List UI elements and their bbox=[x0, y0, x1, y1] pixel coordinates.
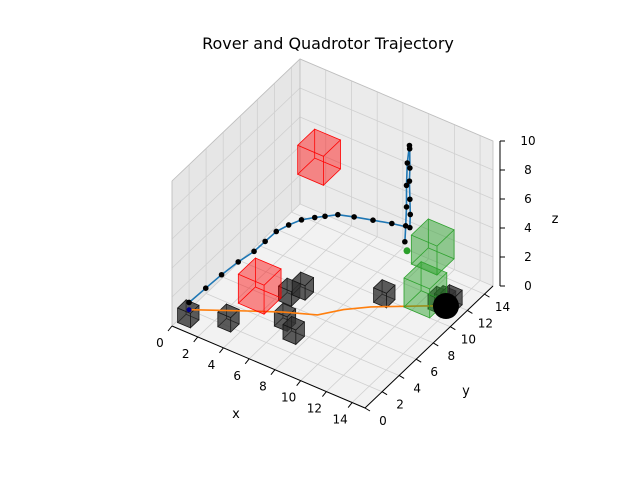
quadrotor-waypoint bbox=[407, 196, 413, 203]
x-tick-mark bbox=[322, 391, 327, 397]
quadrotor-waypoint bbox=[351, 214, 357, 220]
y-tick-mark bbox=[450, 326, 456, 331]
quadrotor-waypoint bbox=[273, 228, 280, 235]
quadrotor-waypoint bbox=[403, 204, 410, 210]
x-tick-mark bbox=[167, 325, 173, 332]
cube-face bbox=[403, 261, 448, 290]
y-tick-mark bbox=[398, 375, 405, 379]
chart-title: Rover and Quadrotor Trajectory bbox=[202, 34, 454, 53]
rover-goal-marker bbox=[432, 293, 459, 319]
rover-path bbox=[189, 305, 458, 316]
ground-obstacle bbox=[372, 278, 396, 309]
cube-face bbox=[291, 271, 315, 287]
z-tick-label: 2 bbox=[524, 250, 532, 264]
cube-face bbox=[372, 279, 396, 294]
air-obstacle bbox=[297, 128, 342, 187]
y-tick-label: 4 bbox=[413, 381, 421, 395]
cube-face bbox=[297, 128, 342, 157]
quadrotor-waypoint bbox=[262, 238, 268, 245]
quadrotor-waypoint bbox=[335, 211, 341, 218]
x-tick-label: 0 bbox=[156, 336, 164, 350]
x-tick-mark bbox=[244, 358, 250, 365]
x-tick-mark bbox=[219, 347, 224, 354]
quadrotor-waypoint bbox=[370, 217, 376, 223]
quadrotor-waypoint bbox=[402, 222, 409, 229]
z-tick-label: 0 bbox=[524, 279, 532, 293]
x-tick-mark bbox=[270, 369, 276, 376]
quadrotor-waypoint bbox=[404, 160, 411, 166]
x-tick-label: 8 bbox=[259, 380, 267, 394]
x-tick-label: 12 bbox=[307, 402, 322, 416]
x-axis-label: x bbox=[232, 407, 240, 422]
air-obstacle bbox=[237, 257, 282, 316]
quadrotor-waypoint bbox=[251, 248, 257, 255]
quadrotor-waypoint bbox=[311, 214, 318, 221]
y-tick-label: 2 bbox=[396, 398, 404, 412]
x-tick-label: 4 bbox=[208, 358, 216, 372]
rover-start-point bbox=[186, 307, 192, 313]
quadrotor-waypoint bbox=[298, 217, 305, 223]
y-tick-label: 6 bbox=[430, 365, 438, 379]
z-tick-label: 4 bbox=[524, 221, 532, 235]
side-pane bbox=[172, 59, 300, 326]
floor-pane bbox=[172, 204, 493, 408]
x-tick-mark bbox=[193, 336, 199, 343]
z-tick-label: 6 bbox=[524, 192, 532, 206]
ground-obstacle bbox=[282, 315, 306, 346]
y-tick-mark bbox=[484, 293, 490, 298]
axes-panes bbox=[172, 59, 493, 408]
y-axis-line bbox=[364, 285, 494, 409]
y-tick-mark bbox=[381, 391, 388, 396]
x-tick-label: 2 bbox=[182, 347, 190, 361]
quadrotor-waypoint bbox=[407, 211, 414, 218]
z-tick-label: 8 bbox=[524, 163, 532, 177]
cube-face bbox=[237, 257, 282, 286]
quadrotor-goal-point bbox=[403, 247, 411, 255]
quadrotor-waypoint bbox=[322, 213, 328, 220]
quadrotor-waypoint bbox=[389, 220, 395, 227]
y-tick-label: 8 bbox=[447, 349, 455, 363]
cube-face bbox=[282, 315, 306, 331]
y-tick-mark bbox=[433, 342, 439, 347]
quadrotor-waypoint bbox=[406, 178, 413, 184]
x-tick-label: 14 bbox=[332, 413, 347, 427]
y-tick-label: 12 bbox=[478, 316, 493, 330]
y-tick-mark bbox=[364, 407, 371, 412]
x-tick-mark bbox=[347, 402, 353, 408]
x-axis-line bbox=[171, 325, 366, 409]
cube-face bbox=[273, 302, 297, 318]
quadrotor-waypoint bbox=[402, 238, 408, 245]
x-tick-label: 10 bbox=[281, 391, 296, 405]
quadrotor-waypoint bbox=[406, 142, 413, 149]
quadrotor-waypoint bbox=[218, 271, 225, 278]
cube-face bbox=[410, 218, 455, 247]
ground-obstacle bbox=[217, 303, 240, 333]
quadrotor-waypoint bbox=[235, 259, 242, 265]
quadrotor-waypoint bbox=[285, 222, 292, 228]
y-tick-label: 0 bbox=[379, 414, 387, 428]
ground-obstacle bbox=[291, 271, 315, 302]
x-tick-mark bbox=[296, 380, 302, 386]
pane-edge bbox=[171, 58, 494, 286]
quadrotor-waypoint bbox=[186, 299, 192, 306]
quadrotor-waypoint bbox=[202, 285, 209, 292]
y-tick-label: 10 bbox=[461, 333, 476, 347]
quadrotor-waypoint bbox=[407, 165, 413, 171]
z-axis-label: z bbox=[552, 212, 559, 227]
quadrotor-waypoint bbox=[403, 182, 410, 189]
x-tick-label: 6 bbox=[233, 369, 241, 383]
plot-content bbox=[176, 128, 463, 346]
y-tick-mark bbox=[415, 358, 422, 363]
y-tick-label: 14 bbox=[495, 300, 510, 314]
y-tick-mark bbox=[467, 309, 473, 314]
z-tick-label: 10 bbox=[520, 134, 535, 148]
back-pane bbox=[300, 59, 493, 286]
y-axis-label: y bbox=[462, 384, 470, 399]
axes-lines bbox=[171, 58, 501, 409]
